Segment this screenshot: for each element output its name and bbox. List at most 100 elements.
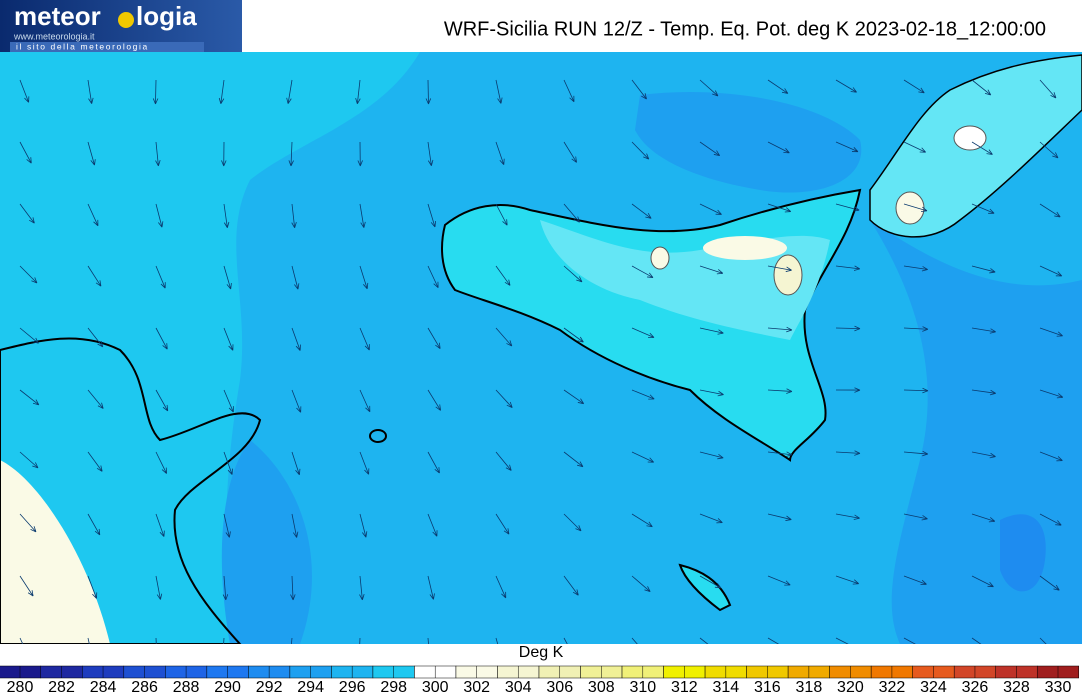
wind-arrow (155, 575, 163, 600)
wind-arrow (359, 451, 370, 475)
colorbar-swatch (0, 665, 42, 679)
wind-arrow (19, 79, 30, 103)
wind-arrow (291, 513, 299, 538)
wind-arrow (425, 79, 432, 105)
wind-arrow (835, 141, 859, 153)
wind-arrow (631, 141, 650, 160)
wind-arrow (359, 637, 361, 644)
colorbar: Deg K 280 282 284 286 288 290 292 294 296 298 300 3… (0, 644, 1080, 696)
wind-arrow (903, 637, 916, 644)
colorbar-tick-label: 290 (214, 679, 241, 695)
wind-arrow (631, 389, 655, 400)
wind-arrow (835, 575, 859, 585)
wind-arrow (767, 513, 792, 521)
colorbar-tick-label: 324 (920, 679, 947, 695)
wind-arrow (19, 327, 39, 344)
wind-arrow (290, 575, 296, 601)
wind-arrow (359, 203, 366, 228)
wind-arrow (835, 203, 860, 212)
wind-arrow (495, 389, 513, 409)
wind-arrow (19, 389, 40, 406)
colorbar-tick-label: 280 (7, 679, 34, 695)
warm-west (0, 52, 420, 644)
colorbar-tick-label: 314 (712, 679, 739, 695)
wind-arrow (1039, 513, 1062, 526)
wind-arrow (155, 389, 169, 412)
wind-arrow (155, 265, 166, 289)
colorbar-tick-label: 298 (380, 679, 407, 695)
wind-arrow (767, 141, 790, 154)
wind-arrow (427, 203, 436, 228)
wind-arrow (87, 575, 98, 599)
wind-arrow (903, 203, 928, 212)
wind-arrow (87, 265, 102, 287)
warm-core (953, 125, 987, 151)
wind-arrow (1039, 265, 1063, 277)
wind-arrow (495, 327, 513, 347)
colorbar-tick-label: 296 (339, 679, 366, 695)
wind-arrow (218, 79, 225, 104)
wind-arrow (152, 79, 159, 105)
wind-arrow (835, 387, 861, 393)
pale-southwest (0, 460, 110, 644)
wind-arrow (767, 637, 780, 644)
logo-band (10, 42, 204, 52)
wind-arrow (359, 327, 370, 351)
wind-arrow (359, 513, 368, 538)
wind-arrow (291, 327, 301, 351)
logo[interactable]: meteor logia www.meteorologia.it il sito… (0, 0, 242, 52)
wind-arrow (563, 203, 580, 223)
colorbar-tick-label: 320 (837, 679, 864, 695)
title: WRF-Sicilia RUN 12/Z - Temp. Eq. Pot. de… (444, 18, 1046, 40)
wind-arrow (1039, 203, 1061, 218)
wind-arrow (563, 327, 584, 343)
wind-arrow (1039, 141, 1059, 159)
wind-arrow (767, 388, 793, 394)
wind-arrow (1039, 451, 1063, 462)
colorbar-tick-label: 294 (297, 679, 324, 695)
wind-arrow (223, 327, 234, 351)
wind-arrow (767, 265, 792, 272)
wind-arrow (971, 141, 993, 155)
wind-arrow (1039, 637, 1047, 644)
wind-arrow (19, 513, 37, 533)
wind-arrow (495, 451, 512, 471)
wind-arrow (631, 79, 647, 100)
colorbar-label: Deg K (519, 644, 564, 661)
wind-arrow (971, 79, 992, 96)
colorbar-tick-label: 308 (588, 679, 615, 695)
wind-arrow (631, 451, 655, 463)
cool-spot (1000, 514, 1046, 592)
wind-arrow (903, 387, 929, 394)
wind-arrow (971, 389, 996, 396)
wind-arrow (155, 327, 168, 350)
colorbar-tick-label: 328 (1003, 679, 1030, 695)
warm-core (650, 246, 670, 270)
wind-arrow (291, 451, 301, 476)
wind-arrow (563, 79, 575, 103)
wind-arrow (223, 389, 234, 413)
wind-arrow (19, 141, 32, 164)
wind-arrow (427, 389, 442, 411)
wind-arrow (699, 637, 709, 644)
wind-arrow (835, 79, 857, 93)
wind-arrow (563, 451, 584, 468)
wind-arrow (19, 575, 34, 597)
wind-arrow (971, 513, 996, 523)
wind-arrow (495, 79, 503, 104)
wind-arrow (495, 575, 507, 599)
wind-arrow (563, 637, 568, 644)
wind-arrow (155, 513, 165, 537)
wind-arrow (427, 265, 439, 289)
colorbar-tick-label: 312 (671, 679, 698, 695)
wind-arrow (971, 203, 995, 214)
wind-arrow (155, 141, 161, 167)
wind-arrow (223, 265, 232, 290)
wind-arrow (699, 513, 723, 524)
colorbar-tick-label: 292 (256, 679, 283, 695)
colorbar-tick-label: 286 (131, 679, 158, 695)
wind-arrow (563, 513, 582, 532)
wind-arrow (495, 637, 499, 644)
colorbar-tick-label: 316 (754, 679, 781, 695)
